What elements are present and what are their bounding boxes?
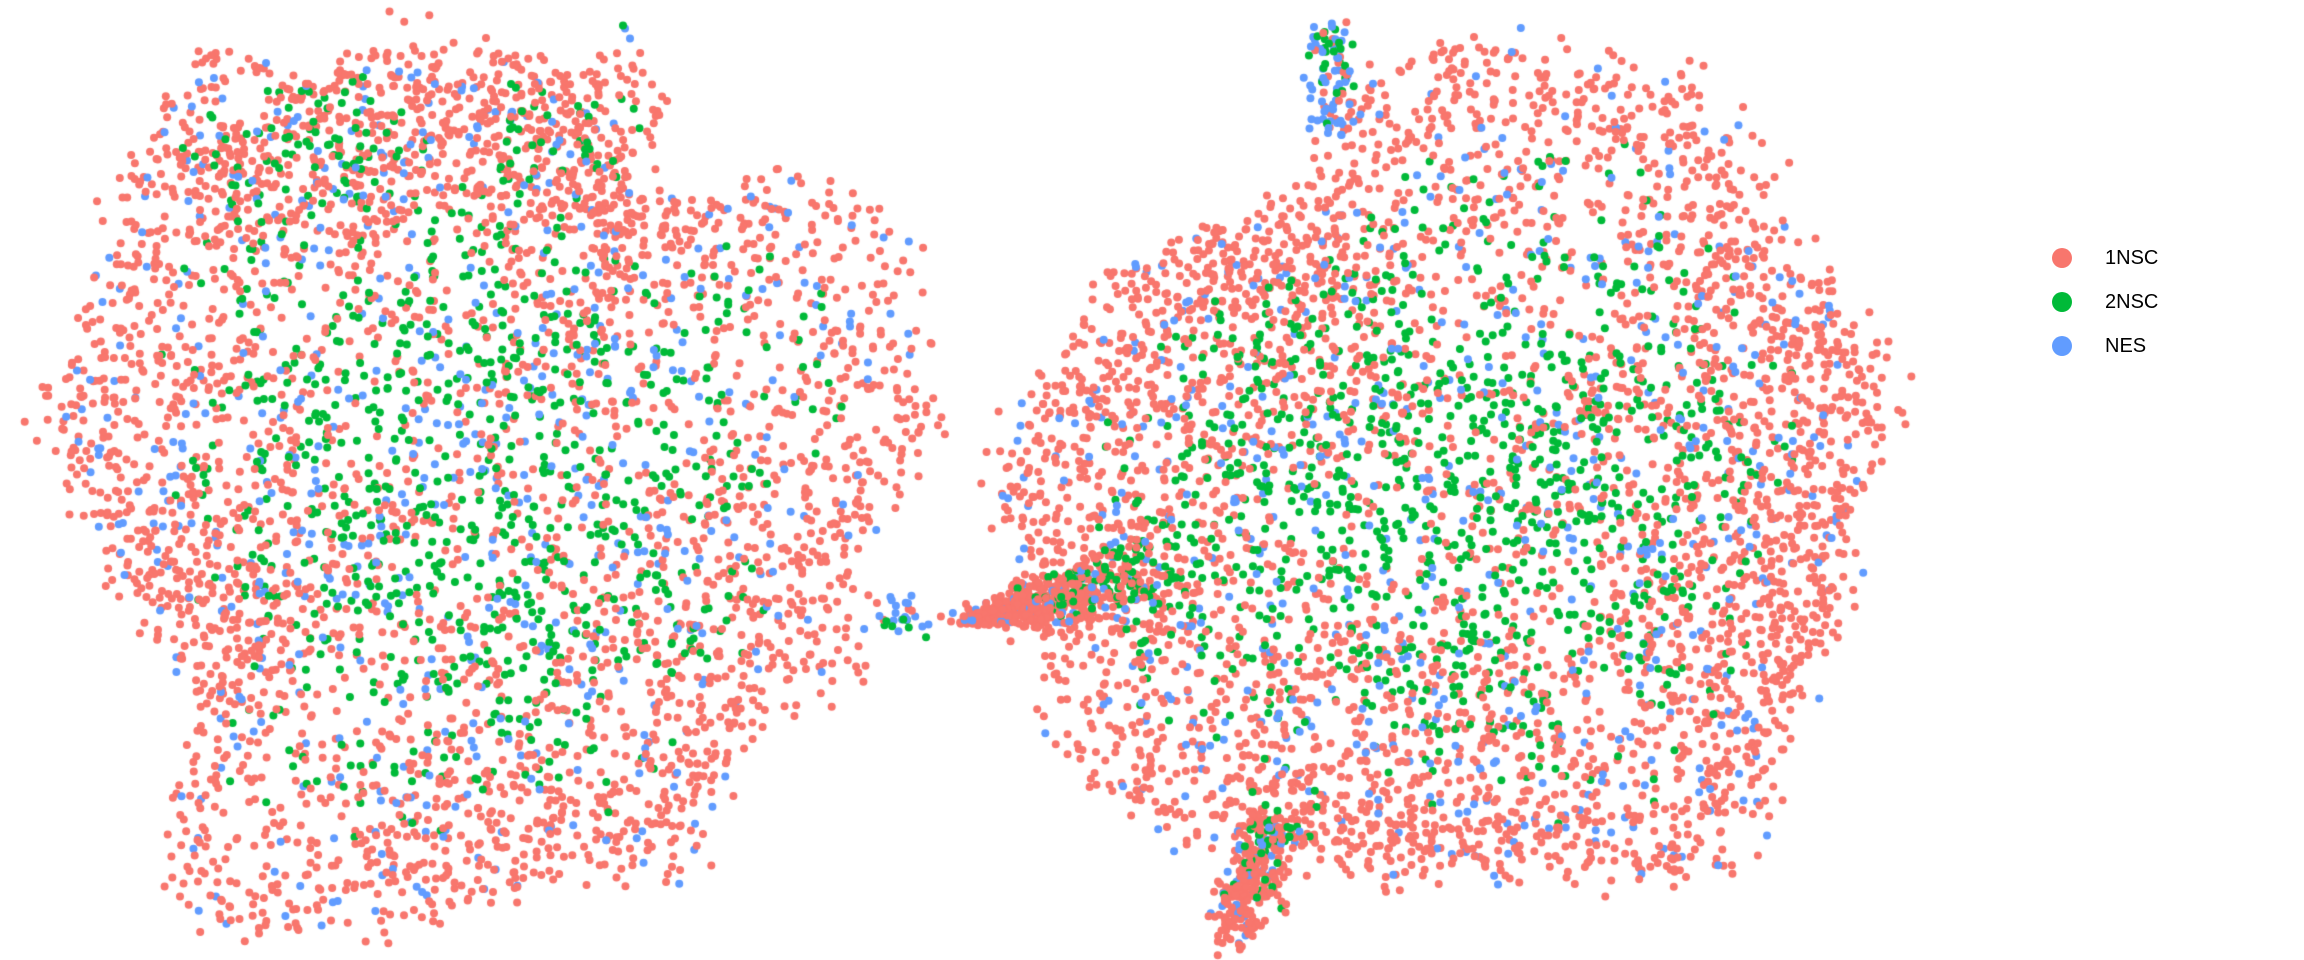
legend-item-nes[interactable]: NES	[2052, 324, 2282, 368]
legend-swatch-2nsc-circle-icon	[2052, 292, 2072, 312]
legend-swatch-nes-circle-icon	[2052, 336, 2072, 356]
legend-label-2nsc: 2NSC	[2105, 291, 2159, 313]
legend-item-1nsc[interactable]: 1NSC	[2052, 236, 2282, 280]
legend: 1NSC 2NSC NES	[2052, 236, 2282, 368]
legend-label-1nsc: 1NSC	[2105, 247, 2159, 269]
legend-item-2nsc[interactable]: 2NSC	[2052, 280, 2282, 324]
legend-swatch-1nsc-circle-icon	[2052, 248, 2072, 268]
legend-label-nes: NES	[2105, 335, 2147, 357]
